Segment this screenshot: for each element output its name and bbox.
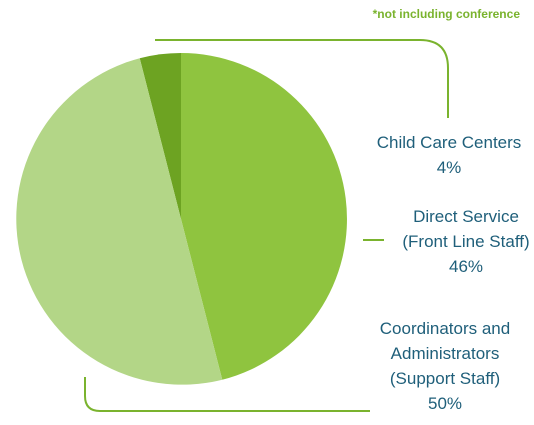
slice-label-direct-service-name-2: (Front Line Staff) bbox=[402, 232, 530, 251]
slice-label-child-care-name: Child Care Centers bbox=[376, 133, 522, 152]
slice-label-direct-service-name-1: Direct Service bbox=[413, 207, 519, 226]
slice-label-direct-service: Direct Service (Front Line Staff) 46% bbox=[398, 204, 534, 279]
pie-slice-coordinators bbox=[16, 58, 223, 385]
slice-label-coordinators: Coordinators and Administrators (Support… bbox=[376, 316, 514, 416]
slice-label-coordinators-name-1: Coordinators and bbox=[379, 319, 511, 338]
slice-label-coordinators-name-2: Administrators bbox=[390, 344, 500, 363]
slice-label-child-care-value: 4% bbox=[436, 158, 462, 177]
footnote: *not including conference bbox=[372, 7, 520, 21]
slice-label-direct-service-value: 46% bbox=[448, 257, 484, 276]
slice-label-child-care: Child Care Centers 4% bbox=[376, 130, 522, 180]
pie-slice-direct-service bbox=[181, 53, 347, 380]
slice-label-coordinators-value: 50% bbox=[427, 394, 463, 413]
slice-label-coordinators-name-3: (Support Staff) bbox=[389, 369, 501, 388]
leader-line-child-care bbox=[155, 39, 449, 118]
leader-line-coordinators bbox=[84, 377, 370, 412]
pie-slice-child-care bbox=[139, 53, 181, 219]
pie-slices bbox=[16, 53, 347, 385]
